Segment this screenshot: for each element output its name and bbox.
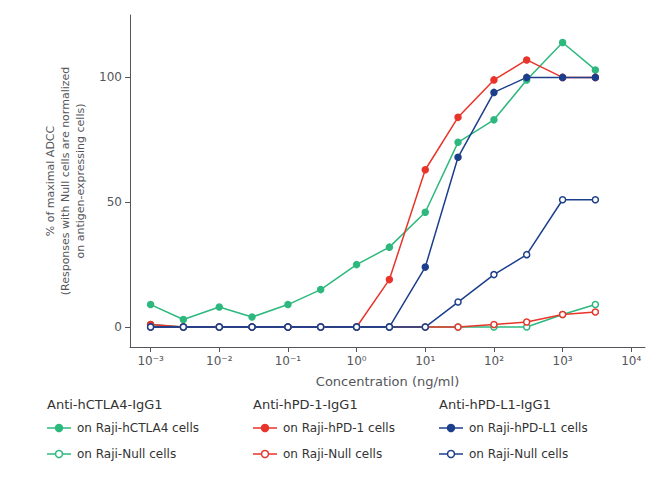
svg-text:on antigen-expressing cells): on antigen-expressing cells): [74, 103, 87, 258]
svg-text:on Raji-hPD-1 cells: on Raji-hPD-1 cells: [283, 421, 395, 435]
svg-text:10⁻²: 10⁻²: [206, 354, 233, 368]
svg-text:% of maximal ADCC: % of maximal ADCC: [44, 125, 57, 236]
svg-text:on Raji-Null cells: on Raji-Null cells: [77, 447, 176, 461]
svg-text:Concentration (ng/ml): Concentration (ng/ml): [316, 374, 459, 389]
svg-text:10²: 10²: [484, 354, 504, 368]
svg-text:Anti-hPD-L1-IgG1: Anti-hPD-L1-IgG1: [439, 397, 551, 412]
svg-text:on Raji-hCTLA4 cells: on Raji-hCTLA4 cells: [77, 421, 199, 435]
svg-text:10⁰: 10⁰: [347, 354, 367, 368]
svg-text:on Raji-hPD-L1 cells: on Raji-hPD-L1 cells: [469, 421, 588, 435]
svg-text:10¹: 10¹: [415, 354, 435, 368]
svg-text:10⁴: 10⁴: [621, 354, 641, 368]
svg-text:0: 0: [114, 320, 122, 334]
svg-text:10⁻¹: 10⁻¹: [275, 354, 302, 368]
svg-text:50: 50: [107, 195, 122, 209]
svg-text:100: 100: [99, 70, 122, 84]
svg-text:on Raji-Null cells: on Raji-Null cells: [283, 447, 382, 461]
svg-text:Anti-hPD-1-IgG1: Anti-hPD-1-IgG1: [253, 397, 358, 412]
svg-text:Anti-hCTLA4-IgG1: Anti-hCTLA4-IgG1: [47, 397, 163, 412]
svg-text:10³: 10³: [553, 354, 573, 368]
svg-text:10⁻³: 10⁻³: [137, 354, 164, 368]
svg-text:on Raji-Null cells: on Raji-Null cells: [469, 447, 568, 461]
svg-text:(Responses with Null cells are: (Responses with Null cells are normalize…: [59, 67, 72, 296]
